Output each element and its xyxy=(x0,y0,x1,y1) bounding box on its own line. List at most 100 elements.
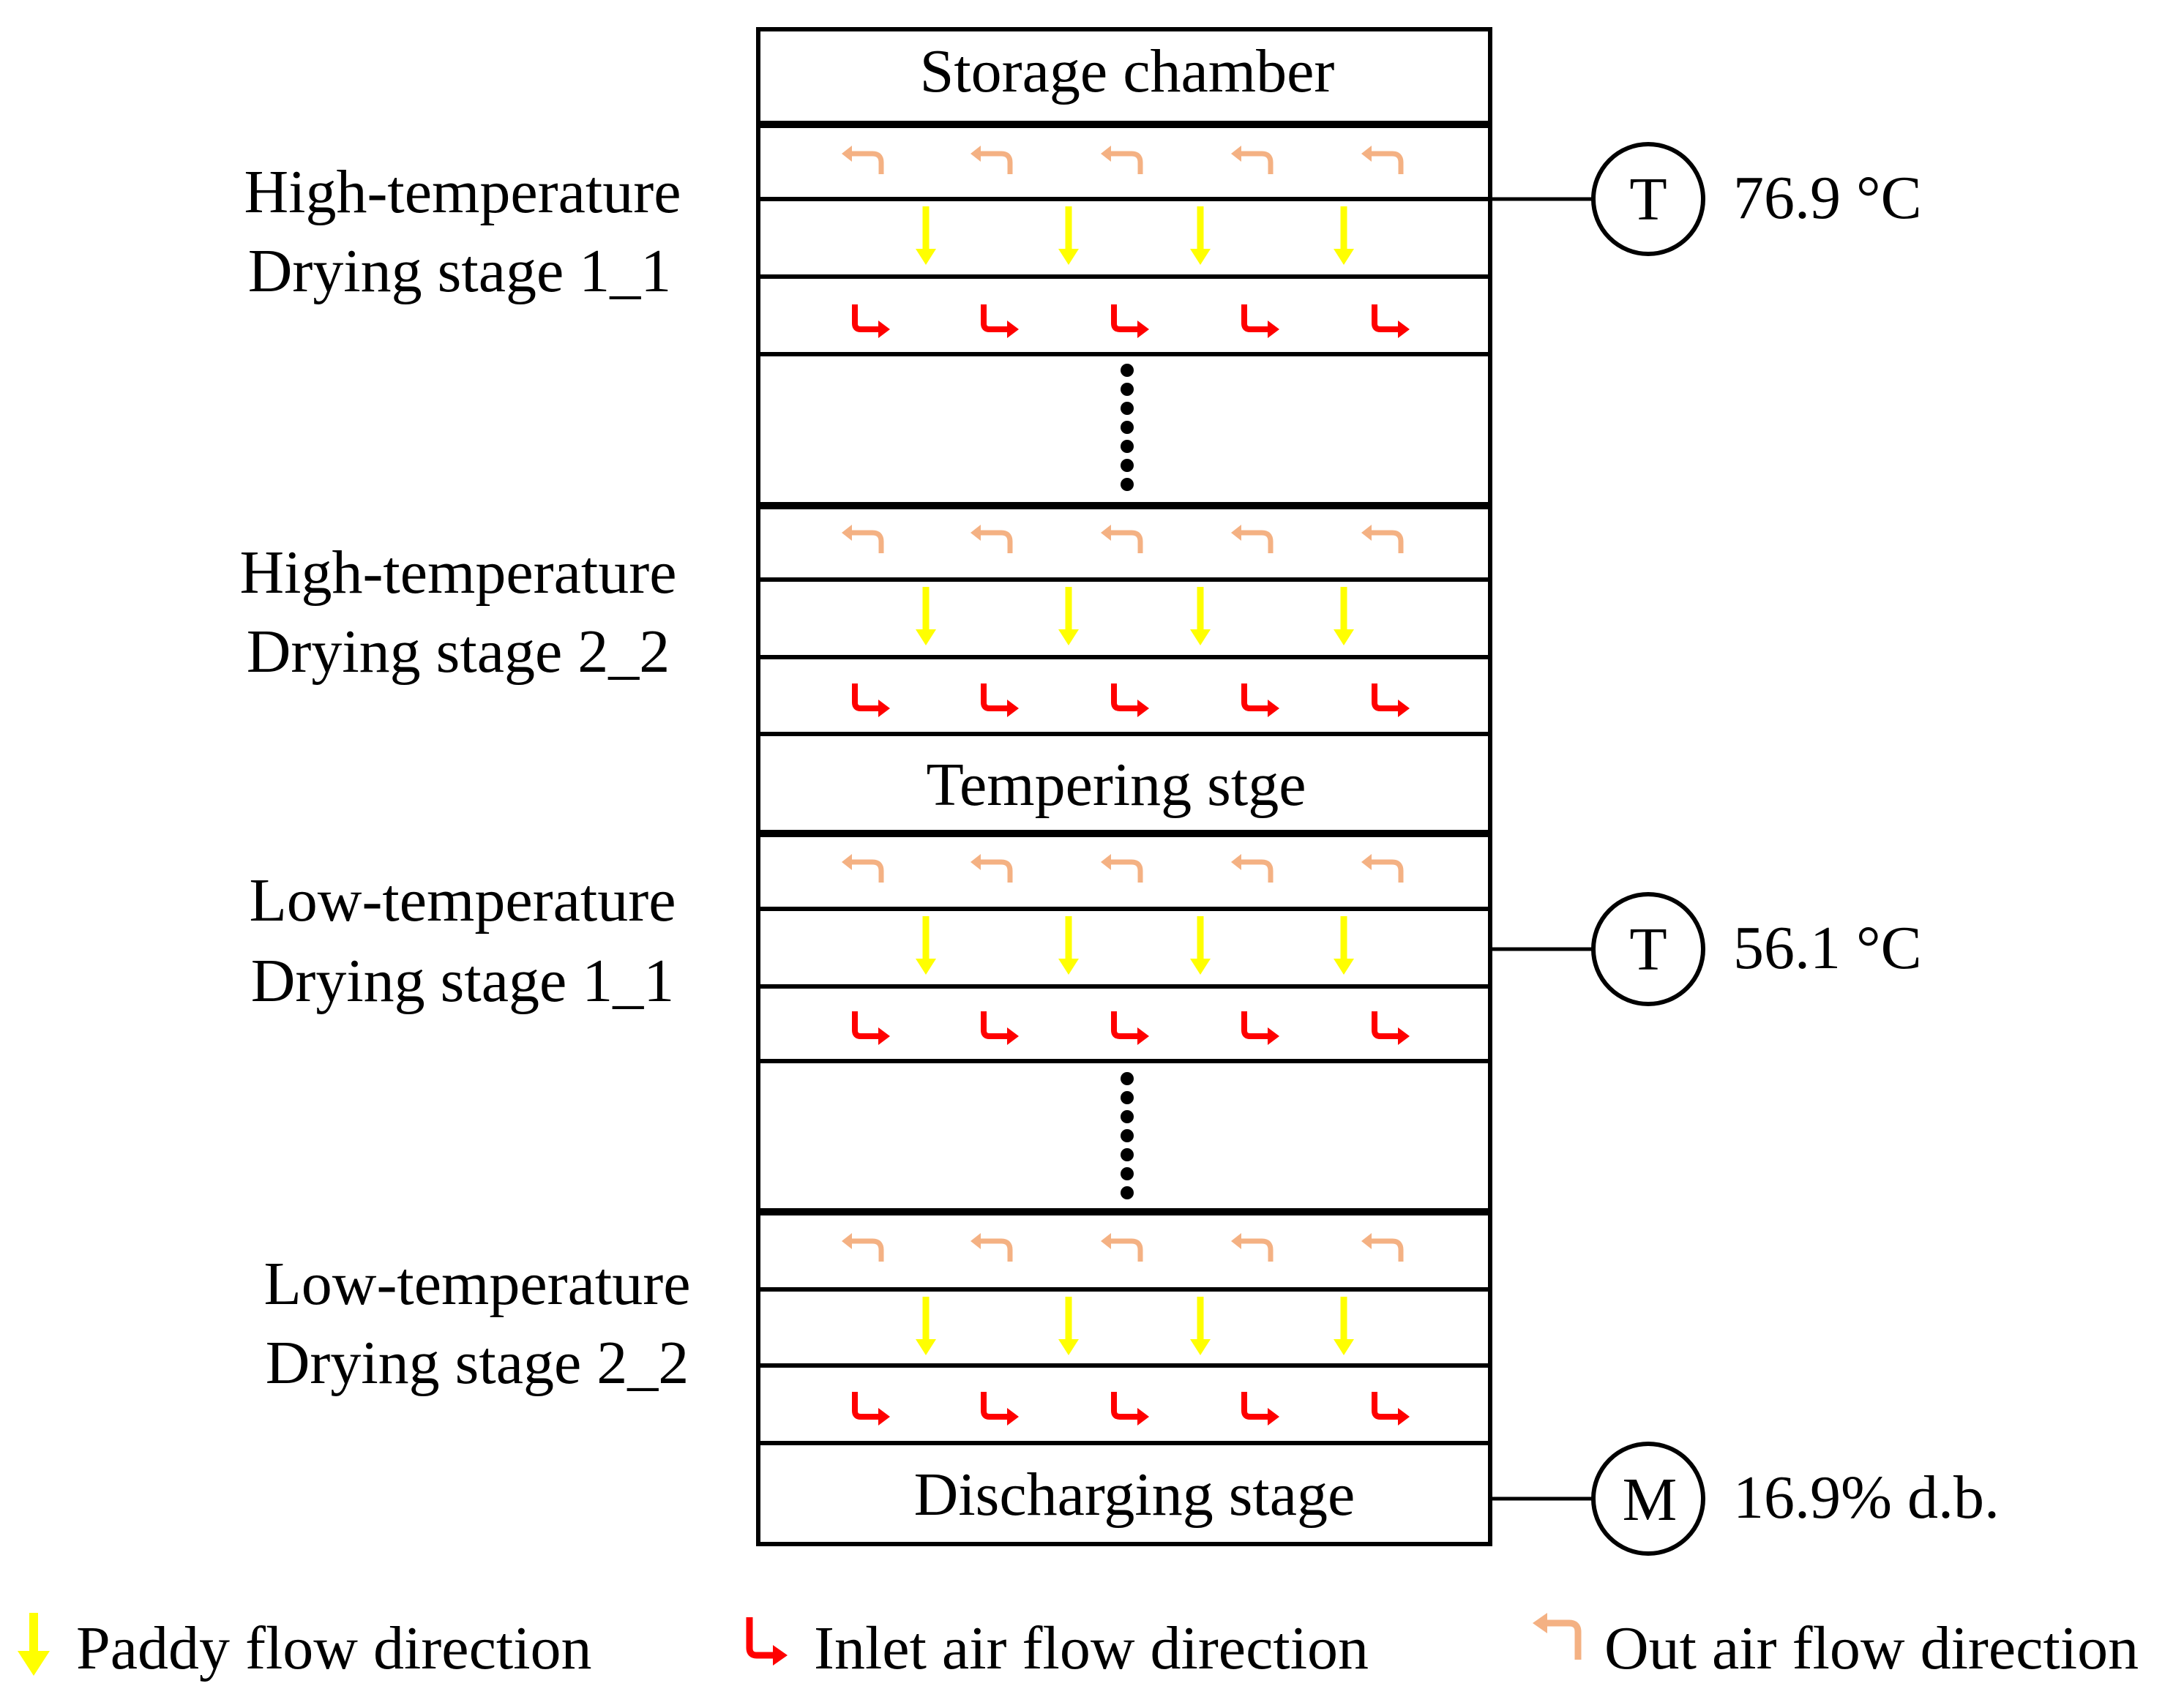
sensor-reading: 56.1 °C xyxy=(1733,914,1922,982)
out-air-arrow-icon xyxy=(1231,1233,1271,1262)
ht-stage-1-label-line2: Drying stage 1_1 xyxy=(248,237,672,305)
out-air-arrow-icon xyxy=(1101,1233,1140,1262)
inlet-air-arrow-icon xyxy=(1114,304,1149,338)
ht-stage-2-label-line2: Drying stage 2_2 xyxy=(247,618,670,686)
tempering-stage-label: Tempering stge xyxy=(927,751,1306,819)
ht-stage-1-label-line1: High-temperature xyxy=(244,158,681,226)
inlet-air-arrow-icon xyxy=(1244,304,1279,338)
ellipsis-dots-icon xyxy=(1121,1072,1134,1199)
inlet-air-arrow-icon xyxy=(1114,1011,1149,1045)
inlet-air-row xyxy=(855,683,1410,717)
out-air-arrow-icon xyxy=(971,854,1010,883)
out-air-row xyxy=(842,525,1401,553)
moisture-sensor: M 16.9% d.b. xyxy=(1490,1442,2000,1556)
paddy-flow-row xyxy=(916,206,1354,265)
inlet-air-arrow-icon xyxy=(1375,304,1410,338)
paddy-flow-arrow-icon xyxy=(1190,206,1211,265)
inlet-air-arrow-icon xyxy=(984,304,1019,338)
inlet-air-arrow-icon xyxy=(1375,1392,1410,1426)
paddy-flow-arrow-icon xyxy=(1058,206,1079,265)
section-dividers xyxy=(758,121,1490,1445)
inlet-air-arrow-icon xyxy=(984,683,1019,717)
inlet-air-row xyxy=(855,1392,1410,1426)
out-air-arrow-icon xyxy=(842,1233,881,1262)
legend-item-out: Out air flow direction xyxy=(1533,1613,2139,1682)
sensor-reading: 76.9 °C xyxy=(1733,164,1922,232)
out-air-arrow-icon xyxy=(971,525,1010,553)
out-air-arrow-icon xyxy=(1231,525,1271,553)
out-air-arrow-icon xyxy=(842,525,881,553)
out-air-arrow-icon xyxy=(1231,854,1271,883)
paddy-flow-arrow-icon xyxy=(916,916,936,975)
ht-stage-2-label-line1: High-temperature xyxy=(239,539,676,607)
lt-stage-1-label-line1: Low-temperature xyxy=(249,866,676,934)
moisture-sensor-icon xyxy=(1591,1442,1705,1556)
lt-stage-2-label-line1: Low-temperature xyxy=(263,1250,690,1318)
paddy-flow-arrow-icon xyxy=(1058,587,1079,645)
paddy-flow-arrow-icon xyxy=(1190,916,1211,975)
legend-label: Out air flow direction xyxy=(1604,1614,2139,1682)
paddy-flow-legend-icon xyxy=(29,1613,38,1655)
out-air-arrow-icon xyxy=(842,854,881,883)
temperature-sensor-icon xyxy=(1591,142,1705,256)
out-air-arrow-icon xyxy=(1101,854,1140,883)
paddy-flow-arrow-icon xyxy=(1334,916,1354,975)
out-air-arrow-icon xyxy=(1231,146,1271,174)
paddy-flow-row xyxy=(916,1297,1354,1355)
temperature-sensor-icon xyxy=(1591,892,1705,1006)
inlet-air-arrow-icon xyxy=(1244,1011,1279,1045)
legend-label: Paddy flow direction xyxy=(76,1614,592,1682)
legend-item-paddy: Paddy flow direction xyxy=(18,1613,592,1682)
paddy-flow-arrow-icon xyxy=(916,587,936,645)
out-air-row xyxy=(842,1233,1401,1262)
inlet-air-arrow-icon xyxy=(984,1392,1019,1426)
inlet-air-arrow-icon xyxy=(855,683,890,717)
paddy-flow-arrow-icon xyxy=(1334,587,1354,645)
paddy-flow-arrow-icon xyxy=(1334,1297,1354,1355)
paddy-flow-row xyxy=(916,587,1354,645)
temperature-sensor-2: T 56.1 °C xyxy=(1490,892,1922,1006)
temperature-sensor-1: T 76.9 °C xyxy=(1490,142,1922,256)
legend-label: Inlet air flow direction xyxy=(814,1614,1369,1682)
paddy-flow-arrow-icon xyxy=(916,206,936,265)
inlet-air-arrow-icon xyxy=(1114,1392,1149,1426)
out-air-arrow-icon xyxy=(1361,854,1401,883)
inlet-air-arrow-icon xyxy=(855,1011,890,1045)
inlet-air-row xyxy=(855,1011,1410,1045)
inlet-air-arrow-icon xyxy=(1244,1392,1279,1426)
inlet-air-arrow-icon xyxy=(1375,683,1410,717)
out-air-arrow-icon xyxy=(1101,146,1140,174)
paddy-flow-arrow-icon xyxy=(1058,916,1079,975)
out-air-row xyxy=(842,146,1401,174)
legend: Paddy flow direction Inlet air flow dire… xyxy=(18,1613,2139,1682)
inlet-air-arrow-icon xyxy=(1375,1011,1410,1045)
out-air-arrow-icon xyxy=(1361,525,1401,553)
paddy-flow-arrow-icon xyxy=(1058,1297,1079,1355)
out-air-arrow-icon xyxy=(1101,525,1140,553)
sensor-reading: 16.9% d.b. xyxy=(1733,1464,2000,1532)
out-air-arrow-icon xyxy=(842,146,881,174)
lt-stage-2-label-line2: Drying stage 2_2 xyxy=(266,1329,689,1397)
storage-chamber-label: Storage chamber xyxy=(920,37,1335,105)
sensor-symbol: T xyxy=(1629,915,1667,984)
ellipsis-dots-icon xyxy=(1121,364,1134,491)
legend-item-inlet: Inlet air flow direction xyxy=(746,1614,1369,1682)
dryer-column xyxy=(756,27,1492,1546)
discharging-stage-label: Discharging stage xyxy=(914,1461,1355,1529)
paddy-flow-row xyxy=(916,916,1354,975)
sensor-symbol: M xyxy=(1623,1466,1678,1534)
paddy-flow-arrow-icon xyxy=(1190,587,1211,645)
inlet-air-arrow-icon xyxy=(855,304,890,338)
out-air-arrow-icon xyxy=(971,1233,1010,1262)
paddy-flow-arrow-icon xyxy=(916,1297,936,1355)
inlet-air-legend-icon xyxy=(746,1617,774,1659)
inlet-air-arrow-icon xyxy=(1114,683,1149,717)
paddy-flow-arrow-icon xyxy=(1334,206,1354,265)
inlet-air-arrow-icon xyxy=(984,1011,1019,1045)
out-air-arrow-icon xyxy=(1361,1233,1401,1262)
out-air-legend-icon xyxy=(1546,1619,1582,1660)
inlet-air-arrow-icon xyxy=(1244,683,1279,717)
inlet-air-row xyxy=(855,304,1410,338)
paddy-flow-arrow-icon xyxy=(1190,1297,1211,1355)
